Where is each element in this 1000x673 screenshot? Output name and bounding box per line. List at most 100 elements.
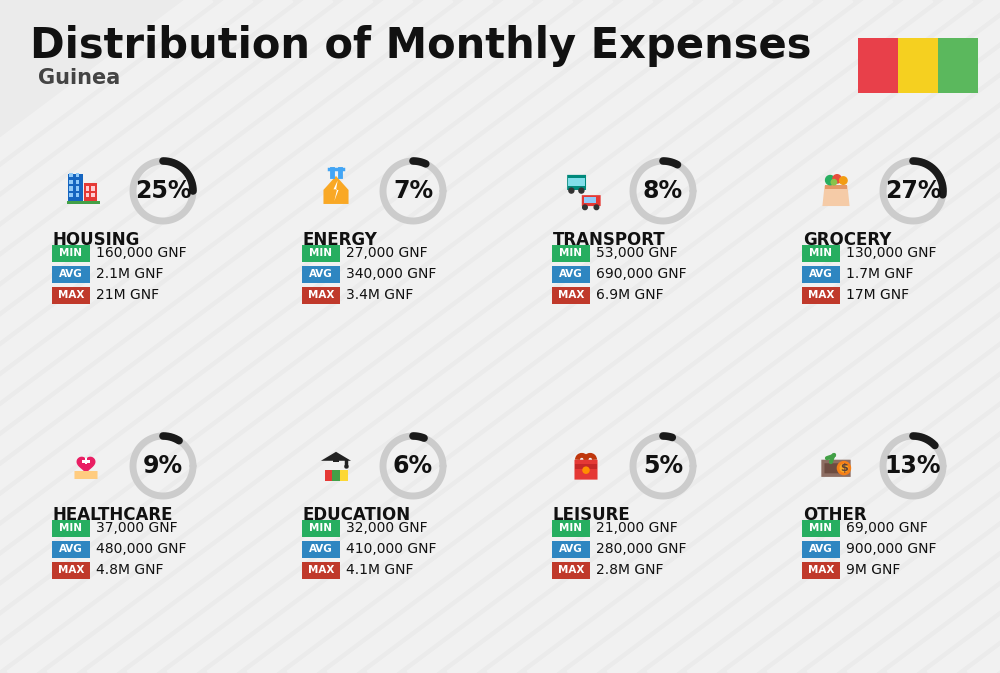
FancyBboxPatch shape (68, 174, 83, 203)
FancyBboxPatch shape (802, 561, 840, 579)
FancyBboxPatch shape (802, 244, 840, 262)
FancyBboxPatch shape (76, 180, 79, 184)
FancyBboxPatch shape (824, 463, 839, 473)
Text: 410,000 GNF: 410,000 GNF (346, 542, 436, 556)
Text: 2.8M GNF: 2.8M GNF (596, 563, 664, 577)
Circle shape (345, 465, 348, 468)
FancyBboxPatch shape (802, 287, 840, 304)
Text: 900,000 GNF: 900,000 GNF (846, 542, 936, 556)
Text: MAX: MAX (58, 290, 84, 300)
Circle shape (594, 205, 599, 209)
FancyBboxPatch shape (52, 561, 90, 579)
Text: 8%: 8% (643, 179, 683, 203)
Text: HEALTHCARE: HEALTHCARE (53, 506, 174, 524)
Text: 130,000 GNF: 130,000 GNF (846, 246, 936, 260)
Text: LEISURE: LEISURE (553, 506, 631, 524)
Circle shape (831, 180, 837, 185)
FancyBboxPatch shape (52, 244, 90, 262)
Text: AVG: AVG (59, 544, 83, 554)
FancyBboxPatch shape (552, 540, 590, 557)
FancyBboxPatch shape (325, 470, 332, 481)
Text: MAX: MAX (308, 565, 334, 575)
Text: 37,000 GNF: 37,000 GNF (96, 521, 178, 535)
Text: 13%: 13% (885, 454, 941, 478)
Text: 69,000 GNF: 69,000 GNF (846, 521, 928, 535)
Text: 25%: 25% (135, 179, 191, 203)
FancyBboxPatch shape (67, 201, 100, 204)
Text: MAX: MAX (558, 565, 584, 575)
FancyBboxPatch shape (69, 186, 73, 190)
Text: MAX: MAX (308, 290, 334, 300)
Text: MIN: MIN (560, 248, 582, 258)
FancyBboxPatch shape (82, 460, 90, 463)
FancyBboxPatch shape (69, 193, 73, 197)
Text: 3.4M GNF: 3.4M GNF (346, 288, 413, 302)
Text: ENERGY: ENERGY (303, 231, 378, 249)
FancyBboxPatch shape (552, 266, 590, 283)
Text: 280,000 GNF: 280,000 GNF (596, 542, 686, 556)
Text: AVG: AVG (559, 269, 583, 279)
FancyBboxPatch shape (582, 195, 601, 206)
FancyBboxPatch shape (302, 287, 340, 304)
Text: TRANSPORT: TRANSPORT (553, 231, 666, 249)
Text: 4.1M GNF: 4.1M GNF (346, 563, 414, 577)
FancyBboxPatch shape (52, 520, 90, 536)
Text: 5%: 5% (643, 454, 683, 478)
FancyBboxPatch shape (52, 287, 90, 304)
Text: 690,000 GNF: 690,000 GNF (596, 267, 687, 281)
Text: MIN: MIN (810, 523, 832, 533)
Text: AVG: AVG (809, 544, 833, 554)
Text: MIN: MIN (310, 248, 332, 258)
Circle shape (583, 205, 587, 209)
FancyBboxPatch shape (74, 471, 98, 479)
Text: 4.8M GNF: 4.8M GNF (96, 563, 164, 577)
FancyBboxPatch shape (802, 266, 840, 283)
Text: 9M GNF: 9M GNF (846, 563, 900, 577)
FancyBboxPatch shape (302, 266, 340, 283)
Text: 21,000 GNF: 21,000 GNF (596, 521, 678, 535)
FancyBboxPatch shape (69, 180, 73, 184)
FancyBboxPatch shape (76, 186, 79, 190)
FancyBboxPatch shape (52, 266, 90, 283)
FancyBboxPatch shape (552, 244, 590, 262)
Polygon shape (77, 458, 95, 473)
Text: 6.9M GNF: 6.9M GNF (596, 288, 664, 302)
Circle shape (833, 175, 841, 183)
Text: MAX: MAX (808, 290, 834, 300)
Polygon shape (822, 186, 850, 206)
FancyBboxPatch shape (86, 193, 89, 197)
Text: MIN: MIN (60, 523, 82, 533)
Text: OTHER: OTHER (803, 506, 867, 524)
FancyBboxPatch shape (333, 454, 339, 462)
Text: $: $ (840, 463, 848, 473)
FancyBboxPatch shape (575, 464, 597, 468)
Circle shape (826, 176, 835, 184)
Text: 7%: 7% (393, 179, 433, 203)
Text: Distribution of Monthly Expenses: Distribution of Monthly Expenses (30, 25, 812, 67)
Text: MIN: MIN (310, 523, 332, 533)
Text: 1.7M GNF: 1.7M GNF (846, 267, 914, 281)
Circle shape (579, 188, 584, 193)
Circle shape (582, 466, 590, 474)
Text: 160,000 GNF: 160,000 GNF (96, 246, 187, 260)
Text: HOUSING: HOUSING (53, 231, 140, 249)
FancyBboxPatch shape (898, 38, 938, 93)
FancyBboxPatch shape (302, 244, 340, 262)
Polygon shape (323, 176, 349, 204)
Text: AVG: AVG (559, 544, 583, 554)
Text: 2.1M GNF: 2.1M GNF (96, 267, 164, 281)
FancyBboxPatch shape (802, 520, 840, 536)
Text: 9%: 9% (143, 454, 183, 478)
Circle shape (838, 462, 850, 474)
Text: AVG: AVG (59, 269, 83, 279)
FancyBboxPatch shape (938, 38, 978, 93)
FancyBboxPatch shape (821, 460, 851, 477)
FancyBboxPatch shape (91, 186, 95, 190)
Polygon shape (321, 452, 351, 461)
FancyBboxPatch shape (552, 287, 590, 304)
FancyBboxPatch shape (552, 520, 590, 536)
Text: GROCERY: GROCERY (803, 231, 891, 249)
Text: 27%: 27% (885, 179, 941, 203)
FancyBboxPatch shape (84, 182, 97, 203)
Text: AVG: AVG (309, 544, 333, 554)
